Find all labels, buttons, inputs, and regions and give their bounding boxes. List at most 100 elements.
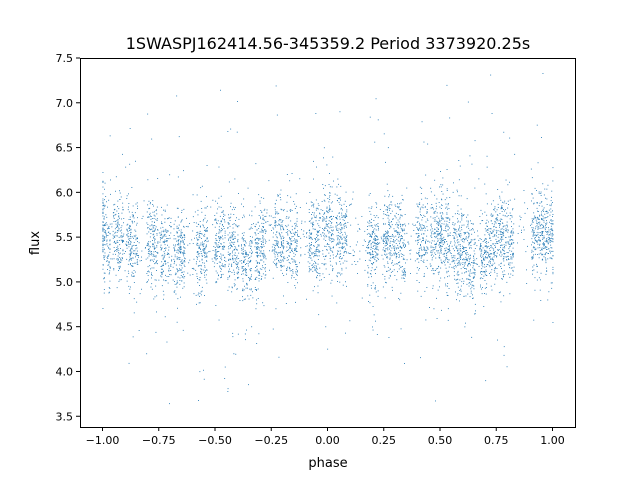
data-point — [455, 279, 457, 281]
data-point — [497, 241, 499, 242]
data-point — [265, 231, 267, 233]
data-point — [246, 282, 248, 284]
data-point — [435, 210, 437, 212]
data-point — [439, 246, 441, 248]
data-point — [368, 247, 370, 249]
data-point — [151, 259, 153, 261]
data-point — [161, 255, 163, 257]
data-point — [285, 250, 287, 252]
data-point — [122, 240, 124, 242]
data-point — [387, 263, 389, 264]
data-point — [442, 193, 444, 195]
data-point — [152, 243, 153, 245]
data-point — [500, 218, 502, 220]
data-point — [458, 262, 460, 264]
data-point — [229, 245, 231, 246]
data-point — [539, 244, 540, 246]
data-point — [144, 247, 146, 249]
data-point — [403, 243, 405, 245]
data-point — [494, 267, 496, 269]
data-point — [148, 251, 150, 253]
data-point — [375, 248, 376, 250]
data-point — [505, 244, 507, 246]
data-point — [413, 230, 415, 231]
data-point — [372, 232, 374, 233]
data-point — [456, 189, 458, 191]
data-point — [133, 298, 135, 300]
data-point — [181, 209, 183, 211]
data-point — [284, 257, 286, 259]
data-point — [314, 216, 316, 218]
data-point — [325, 240, 327, 241]
data-point — [344, 239, 346, 241]
data-point — [218, 166, 220, 168]
data-point — [432, 207, 434, 208]
data-point — [262, 244, 264, 246]
data-point — [433, 240, 435, 242]
data-point — [138, 255, 139, 256]
data-point — [468, 243, 470, 245]
data-point — [215, 254, 217, 256]
data-point — [438, 217, 440, 219]
data-point — [504, 247, 506, 249]
data-point — [102, 250, 104, 252]
data-point — [403, 268, 405, 270]
data-point — [339, 253, 341, 255]
data-point — [397, 206, 398, 208]
data-point — [368, 252, 370, 254]
data-point — [156, 233, 158, 234]
data-point — [216, 251, 218, 253]
data-point — [375, 239, 376, 241]
data-point — [227, 251, 229, 253]
data-point — [119, 266, 121, 268]
data-point — [363, 239, 365, 241]
data-point — [497, 220, 499, 222]
data-point — [402, 199, 404, 200]
data-point — [437, 289, 439, 291]
data-point — [398, 268, 400, 270]
data-point — [337, 237, 339, 239]
data-point — [199, 225, 201, 227]
data-point — [437, 252, 439, 254]
data-point — [180, 234, 182, 236]
data-point — [532, 241, 533, 243]
data-point — [276, 231, 278, 233]
data-point — [547, 253, 549, 254]
data-point — [177, 282, 179, 284]
data-point — [487, 256, 489, 258]
data-point — [247, 263, 249, 265]
data-point — [441, 199, 443, 201]
data-point — [181, 259, 183, 261]
data-point — [232, 257, 234, 259]
data-point — [261, 243, 262, 245]
data-point — [545, 225, 546, 227]
data-point — [372, 226, 374, 228]
data-point — [468, 278, 469, 280]
data-point — [123, 233, 125, 235]
data-point — [546, 270, 548, 272]
data-point — [149, 246, 151, 248]
data-point — [551, 247, 553, 249]
data-point — [460, 264, 461, 266]
data-point — [470, 288, 472, 290]
data-point — [333, 216, 334, 217]
data-point — [453, 182, 454, 184]
data-point — [329, 199, 331, 200]
data-point — [198, 245, 200, 247]
data-point — [488, 228, 490, 230]
data-point — [286, 250, 288, 251]
data-point — [183, 271, 185, 273]
data-point — [179, 283, 181, 285]
data-point — [546, 204, 548, 205]
data-point — [386, 206, 388, 207]
data-point — [329, 173, 330, 174]
data-point — [329, 209, 330, 210]
data-point — [452, 267, 454, 269]
data-point — [319, 213, 321, 215]
data-point — [275, 245, 276, 247]
data-point — [149, 236, 151, 238]
data-point — [459, 221, 461, 223]
data-point — [483, 257, 484, 259]
data-point — [459, 294, 461, 295]
data-point — [162, 236, 164, 238]
